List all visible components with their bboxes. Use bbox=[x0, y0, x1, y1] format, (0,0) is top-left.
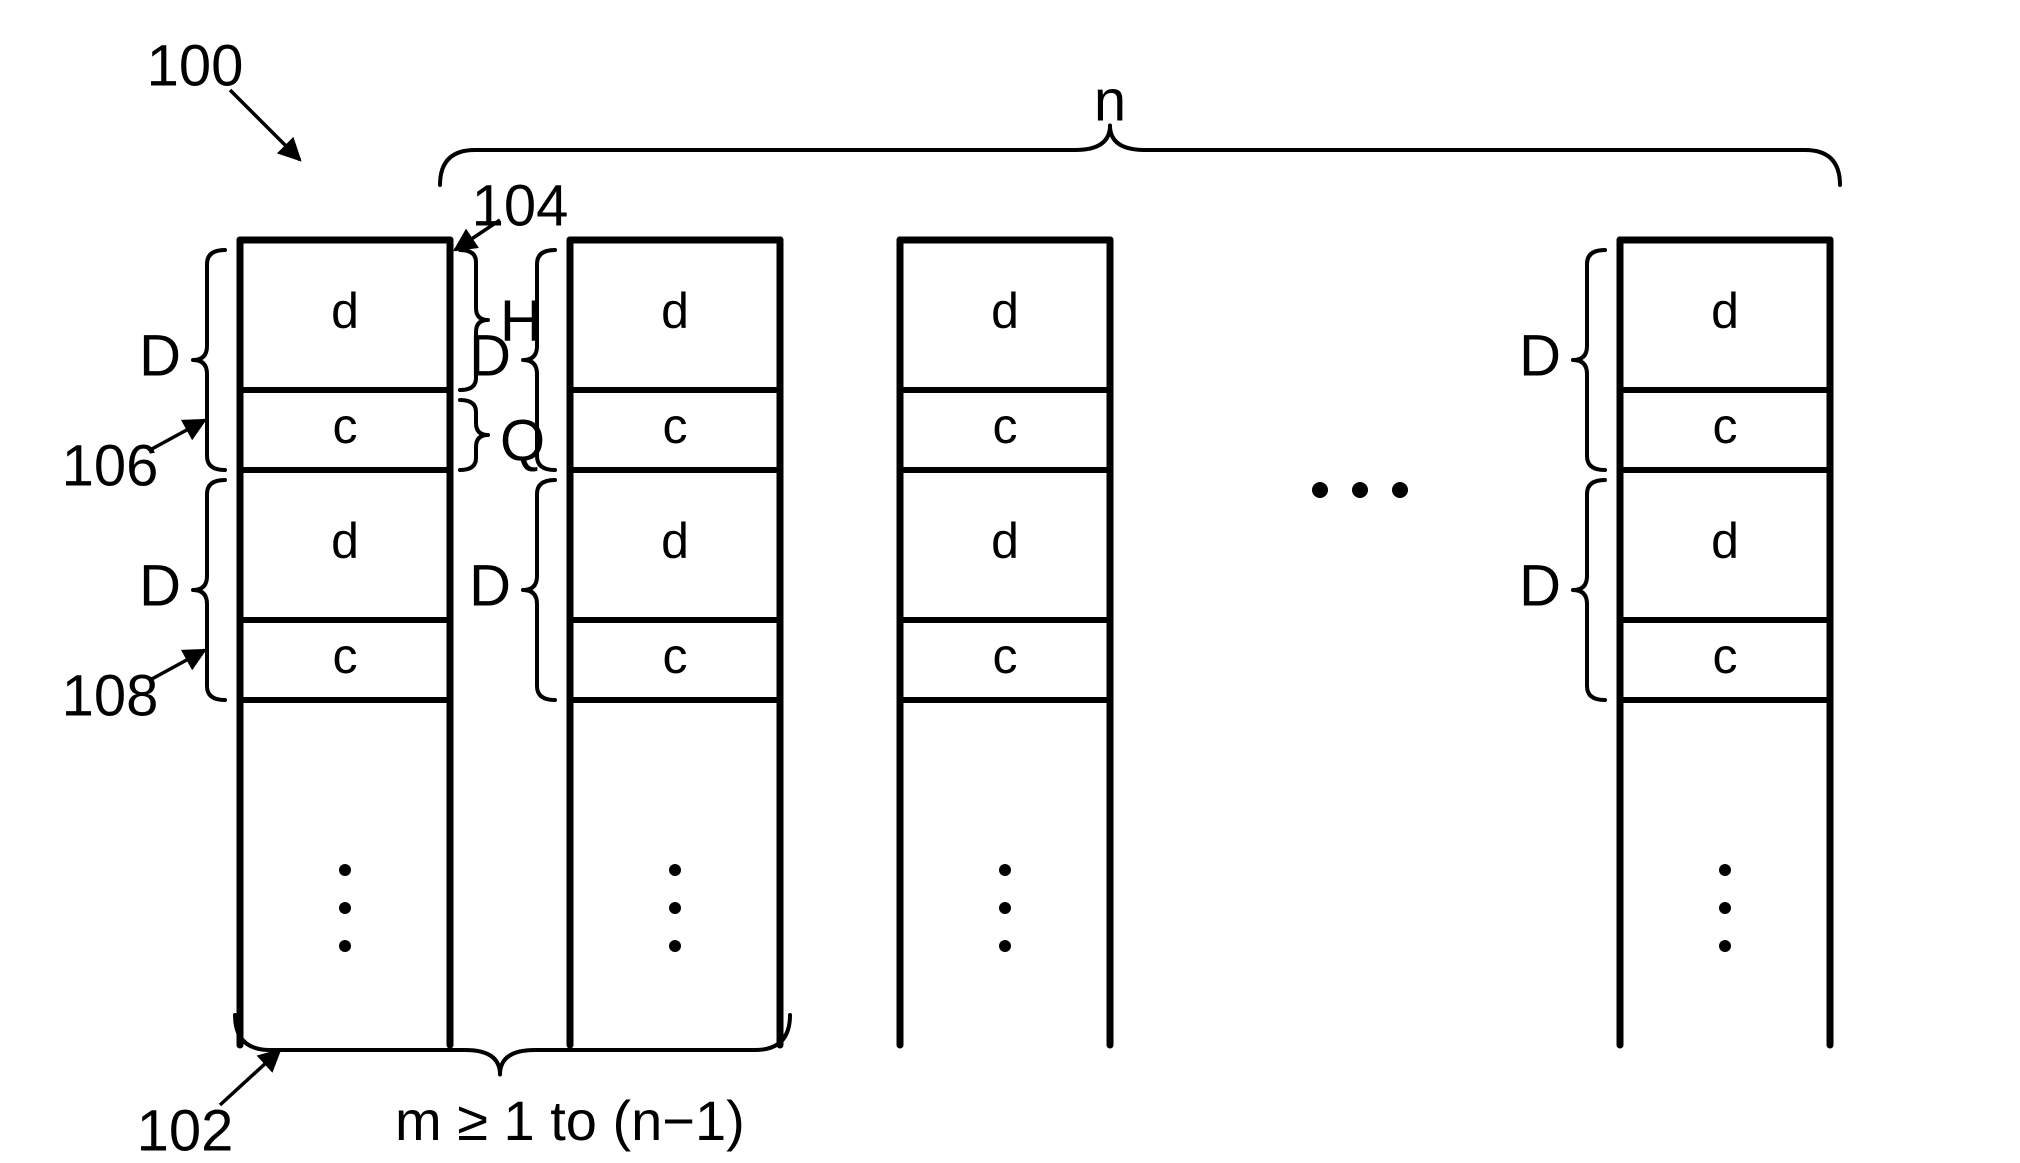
columns-ellipsis-dot bbox=[1312, 482, 1328, 498]
right-brace-label: Q bbox=[500, 408, 545, 473]
column-ellipsis-dot bbox=[339, 940, 351, 952]
right-brace-label: H bbox=[500, 288, 542, 353]
cell-d-label: d bbox=[331, 513, 359, 569]
cell-c-label: c bbox=[1713, 398, 1738, 454]
column-ellipsis-dot bbox=[669, 864, 681, 876]
cell-c-label: c bbox=[993, 398, 1018, 454]
cell-d-label: d bbox=[331, 283, 359, 339]
callout-label-106: 106 bbox=[62, 433, 159, 498]
column-ellipsis-dot bbox=[339, 902, 351, 914]
column-ellipsis-dot bbox=[999, 940, 1011, 952]
cell-d-label: d bbox=[661, 513, 689, 569]
cell-d-label: d bbox=[1711, 513, 1739, 569]
column-ellipsis-dot bbox=[999, 864, 1011, 876]
column-ellipsis-dot bbox=[1719, 864, 1731, 876]
cell-d-label: d bbox=[991, 283, 1019, 339]
diagram-root: ndcdcdcdcdcdcdcdcDDDDDDHQm ≥ 1 to (n−1)1… bbox=[0, 0, 2020, 1163]
column-ellipsis-dot bbox=[999, 902, 1011, 914]
column-ellipsis-dot bbox=[1719, 940, 1731, 952]
column-ellipsis-dot bbox=[669, 940, 681, 952]
column-ellipsis-dot bbox=[339, 864, 351, 876]
callout-arrow-102 bbox=[220, 1050, 280, 1105]
left-brace bbox=[193, 250, 225, 470]
cell-c-label: c bbox=[663, 398, 688, 454]
left-brace bbox=[1573, 480, 1605, 700]
cell-d-label: d bbox=[1711, 283, 1739, 339]
cell-c-label: c bbox=[993, 628, 1018, 684]
left-brace bbox=[1573, 250, 1605, 470]
cell-c-label: c bbox=[333, 628, 358, 684]
top-brace bbox=[440, 126, 1840, 186]
left-brace bbox=[523, 480, 555, 700]
callout-label-108: 108 bbox=[62, 663, 159, 728]
callout-arrow-100 bbox=[230, 90, 300, 160]
column-ellipsis-dot bbox=[1719, 902, 1731, 914]
callout-label-102: 102 bbox=[137, 1098, 234, 1163]
column-ellipsis-dot bbox=[669, 902, 681, 914]
right-brace bbox=[460, 400, 488, 470]
top-brace-label: n bbox=[1094, 68, 1126, 133]
bottom-brace-label: m ≥ 1 to (n−1) bbox=[395, 1089, 745, 1152]
cell-c-label: c bbox=[333, 398, 358, 454]
cell-c-label: c bbox=[1713, 628, 1738, 684]
left-brace-label: D bbox=[139, 323, 181, 388]
left-brace-label: D bbox=[139, 553, 181, 618]
left-brace-label: D bbox=[1519, 323, 1561, 388]
columns-ellipsis-dot bbox=[1352, 482, 1368, 498]
cell-d-label: d bbox=[661, 283, 689, 339]
bottom-brace bbox=[235, 1015, 790, 1075]
left-brace bbox=[193, 480, 225, 700]
cell-c-label: c bbox=[663, 628, 688, 684]
columns-ellipsis-dot bbox=[1392, 482, 1408, 498]
left-brace-label: D bbox=[1519, 553, 1561, 618]
callout-label-100: 100 bbox=[147, 33, 244, 98]
left-brace-label: D bbox=[469, 553, 511, 618]
cell-d-label: d bbox=[991, 513, 1019, 569]
